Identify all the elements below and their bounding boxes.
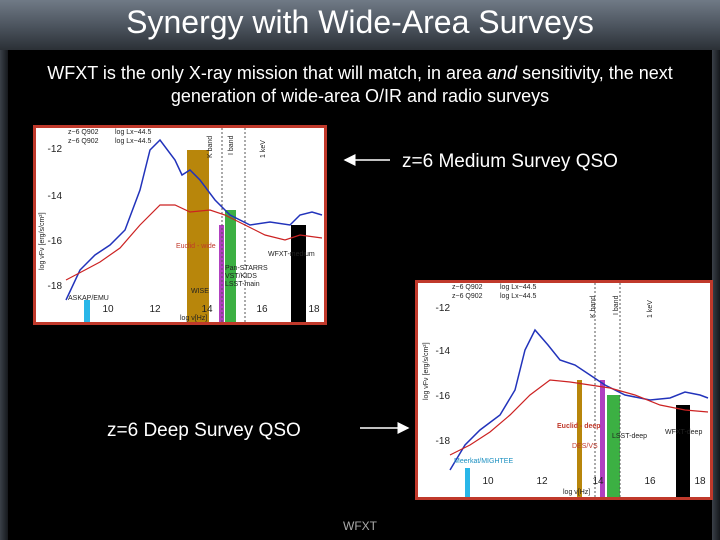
band-label: 1 keV	[647, 300, 654, 318]
y-axis-label: log νFν [erg/s/cm²]	[39, 212, 46, 270]
x-tick-label: 12	[536, 476, 548, 487]
k-band-bar	[187, 150, 209, 322]
x-tick-label: 14	[201, 304, 213, 315]
header-band	[0, 0, 720, 50]
side-edge	[0, 50, 8, 540]
survey-label: Euclid - wide	[176, 243, 216, 250]
slide-title: Synergy with Wide-Area Surveys	[126, 4, 594, 40]
x-tick-label: 12	[149, 304, 161, 315]
radio-bar	[465, 468, 470, 497]
plot-area	[418, 283, 710, 497]
y-tick-label: -16	[436, 391, 451, 402]
survey-label: VST/KIDS	[225, 273, 257, 280]
band-label: K band	[207, 136, 214, 158]
x-tick-label: 18	[694, 476, 706, 487]
side-edge	[712, 50, 720, 540]
survey-label: DES/VS	[572, 443, 598, 450]
y-tick-label: -14	[436, 346, 451, 357]
legend-text: log Lx~44.5	[115, 129, 151, 136]
figure-deep: z~6 Q902 log Lx~44.5 z~6 Q902 log Lx~44.…	[107, 280, 713, 500]
survey-label: WISE	[191, 288, 209, 295]
radio-bar	[84, 300, 90, 322]
band-label: I band	[228, 135, 235, 155]
y-tick-label: -16	[48, 236, 63, 247]
figure-caption: z=6 Medium Survey QSO	[402, 151, 618, 172]
sed-curve	[65, 204, 323, 281]
y-tick-label: -18	[48, 281, 63, 292]
band-label: I band	[613, 295, 620, 315]
legend-text: z~6 Q902	[68, 138, 99, 145]
survey-bar	[607, 395, 620, 497]
figure-caption: z=6 Deep Survey QSO	[107, 420, 301, 441]
band-label: K band	[590, 296, 597, 318]
survey-bar	[600, 380, 605, 497]
survey-label: Meerkat/MIGHTEE	[454, 458, 513, 465]
survey-label: LSST-main	[225, 281, 260, 288]
y-tick-label: -12	[48, 144, 63, 155]
y-tick-label: -18	[436, 436, 451, 447]
x-tick-label: 18	[308, 304, 320, 315]
x-tick-label: 10	[482, 476, 494, 487]
legend-text: log Lx~44.5	[500, 293, 536, 300]
x-tick-label: 14	[592, 476, 604, 487]
legend-text: z~6 Q902	[452, 284, 483, 291]
x-tick-label: 10	[102, 304, 114, 315]
survey-label: ASKAP/EMU	[68, 295, 109, 302]
band-label: 1 keV	[260, 140, 267, 158]
legend-text: log Lx~44.5	[115, 138, 151, 145]
legend-text: z~6 Q902	[452, 293, 483, 300]
y-axis-label: log νFν [erg/s/cm²]	[423, 342, 430, 400]
legend-text: log Lx~44.5	[500, 284, 536, 291]
survey-bar	[225, 210, 236, 322]
survey-label: WFXT-deep	[665, 429, 702, 436]
plot-area	[36, 128, 324, 322]
wfxt-bar	[291, 225, 306, 322]
k-band-bar	[577, 380, 582, 497]
sed-curve	[449, 379, 709, 456]
survey-label: Pan-STARRS	[225, 265, 268, 272]
y-tick-label: -14	[48, 191, 63, 202]
subtitle-emphasis: and	[487, 63, 518, 83]
survey-label: Euclid - deep	[557, 423, 601, 430]
legend-text: z~6 Q902	[68, 129, 99, 136]
subtitle: WFXT is the only X-ray mission that will…	[25, 62, 695, 108]
survey-label: WFXT-medium	[268, 251, 315, 258]
survey-label: LSST-deep	[612, 433, 647, 440]
footer: WFXT	[343, 519, 377, 533]
x-tick-label: 16	[256, 304, 268, 315]
y-tick-label: -12	[436, 303, 451, 314]
sed-curve	[65, 138, 323, 301]
x-tick-label: 16	[644, 476, 656, 487]
figure-medium: z~6 Q902 log Lx~44.5 z~6 Q902 log Lx~44.…	[33, 125, 618, 325]
x-axis-label: log ν[Hz]	[180, 315, 207, 322]
wfxt-bar	[676, 405, 690, 497]
subtitle-text: sensitivity, the next generation of wide…	[170, 63, 673, 106]
subtitle-text: WFXT is the only X-ray mission that will…	[47, 63, 488, 83]
x-axis-label: log ν[Hz]	[563, 489, 590, 496]
sed-curve	[449, 328, 709, 471]
